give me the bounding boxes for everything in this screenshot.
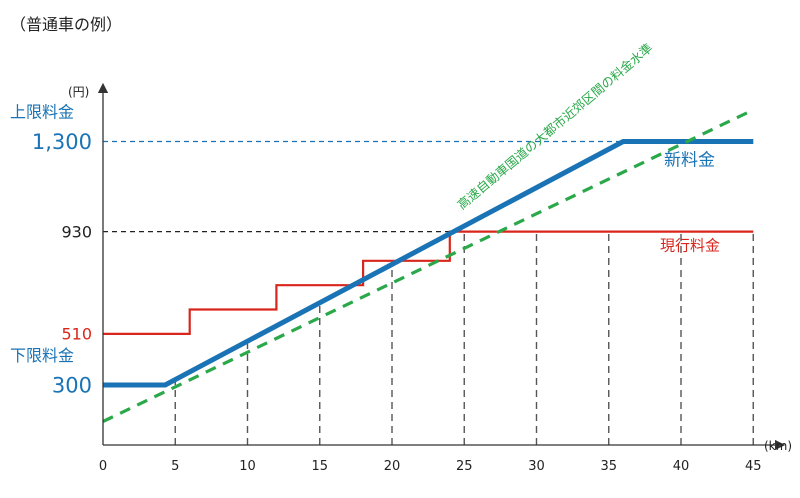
x-tick-label: 45 — [745, 459, 762, 474]
current-toll-label: 現行料金 — [660, 237, 720, 255]
x-tick-label: 35 — [600, 459, 617, 474]
new-toll-label: 新料金 — [664, 151, 715, 171]
vertical-gridlines — [174, 231, 754, 445]
x-tick-label: 0 — [99, 459, 107, 474]
axes — [97, 82, 786, 451]
x-tick-label: 5 — [171, 459, 179, 474]
x-tick-label: 10 — [239, 459, 256, 474]
upper-limit-caption: 上限料金 — [10, 103, 74, 122]
x-tick-label: 20 — [384, 459, 401, 474]
x-tick-label: 25 — [456, 459, 473, 474]
metro-rate-line — [102, 108, 754, 423]
x-unit-label: (km) — [764, 439, 792, 453]
y-unit-label: (円) — [68, 85, 89, 99]
chart-heading: （普通車の例） — [10, 15, 122, 34]
lower-limit-caption: 下限料金 — [10, 346, 74, 365]
metro-rate-label: 高速自動車国道の大都市近郊区間の料金水準 — [454, 40, 655, 212]
reference-lines — [103, 140, 624, 233]
x-tick-label: 30 — [528, 459, 545, 474]
y-value-label: 1,300 — [32, 130, 92, 154]
series-layer — [102, 108, 754, 423]
y-value-label: 300 — [52, 374, 92, 398]
x-tick-label: 40 — [673, 459, 690, 474]
y-value-label: 510 — [61, 325, 92, 344]
current-toll-line — [103, 230, 754, 335]
x-tick-label: 15 — [311, 459, 328, 474]
y-value-label: 930 — [61, 222, 92, 241]
new-toll-line — [103, 139, 754, 388]
